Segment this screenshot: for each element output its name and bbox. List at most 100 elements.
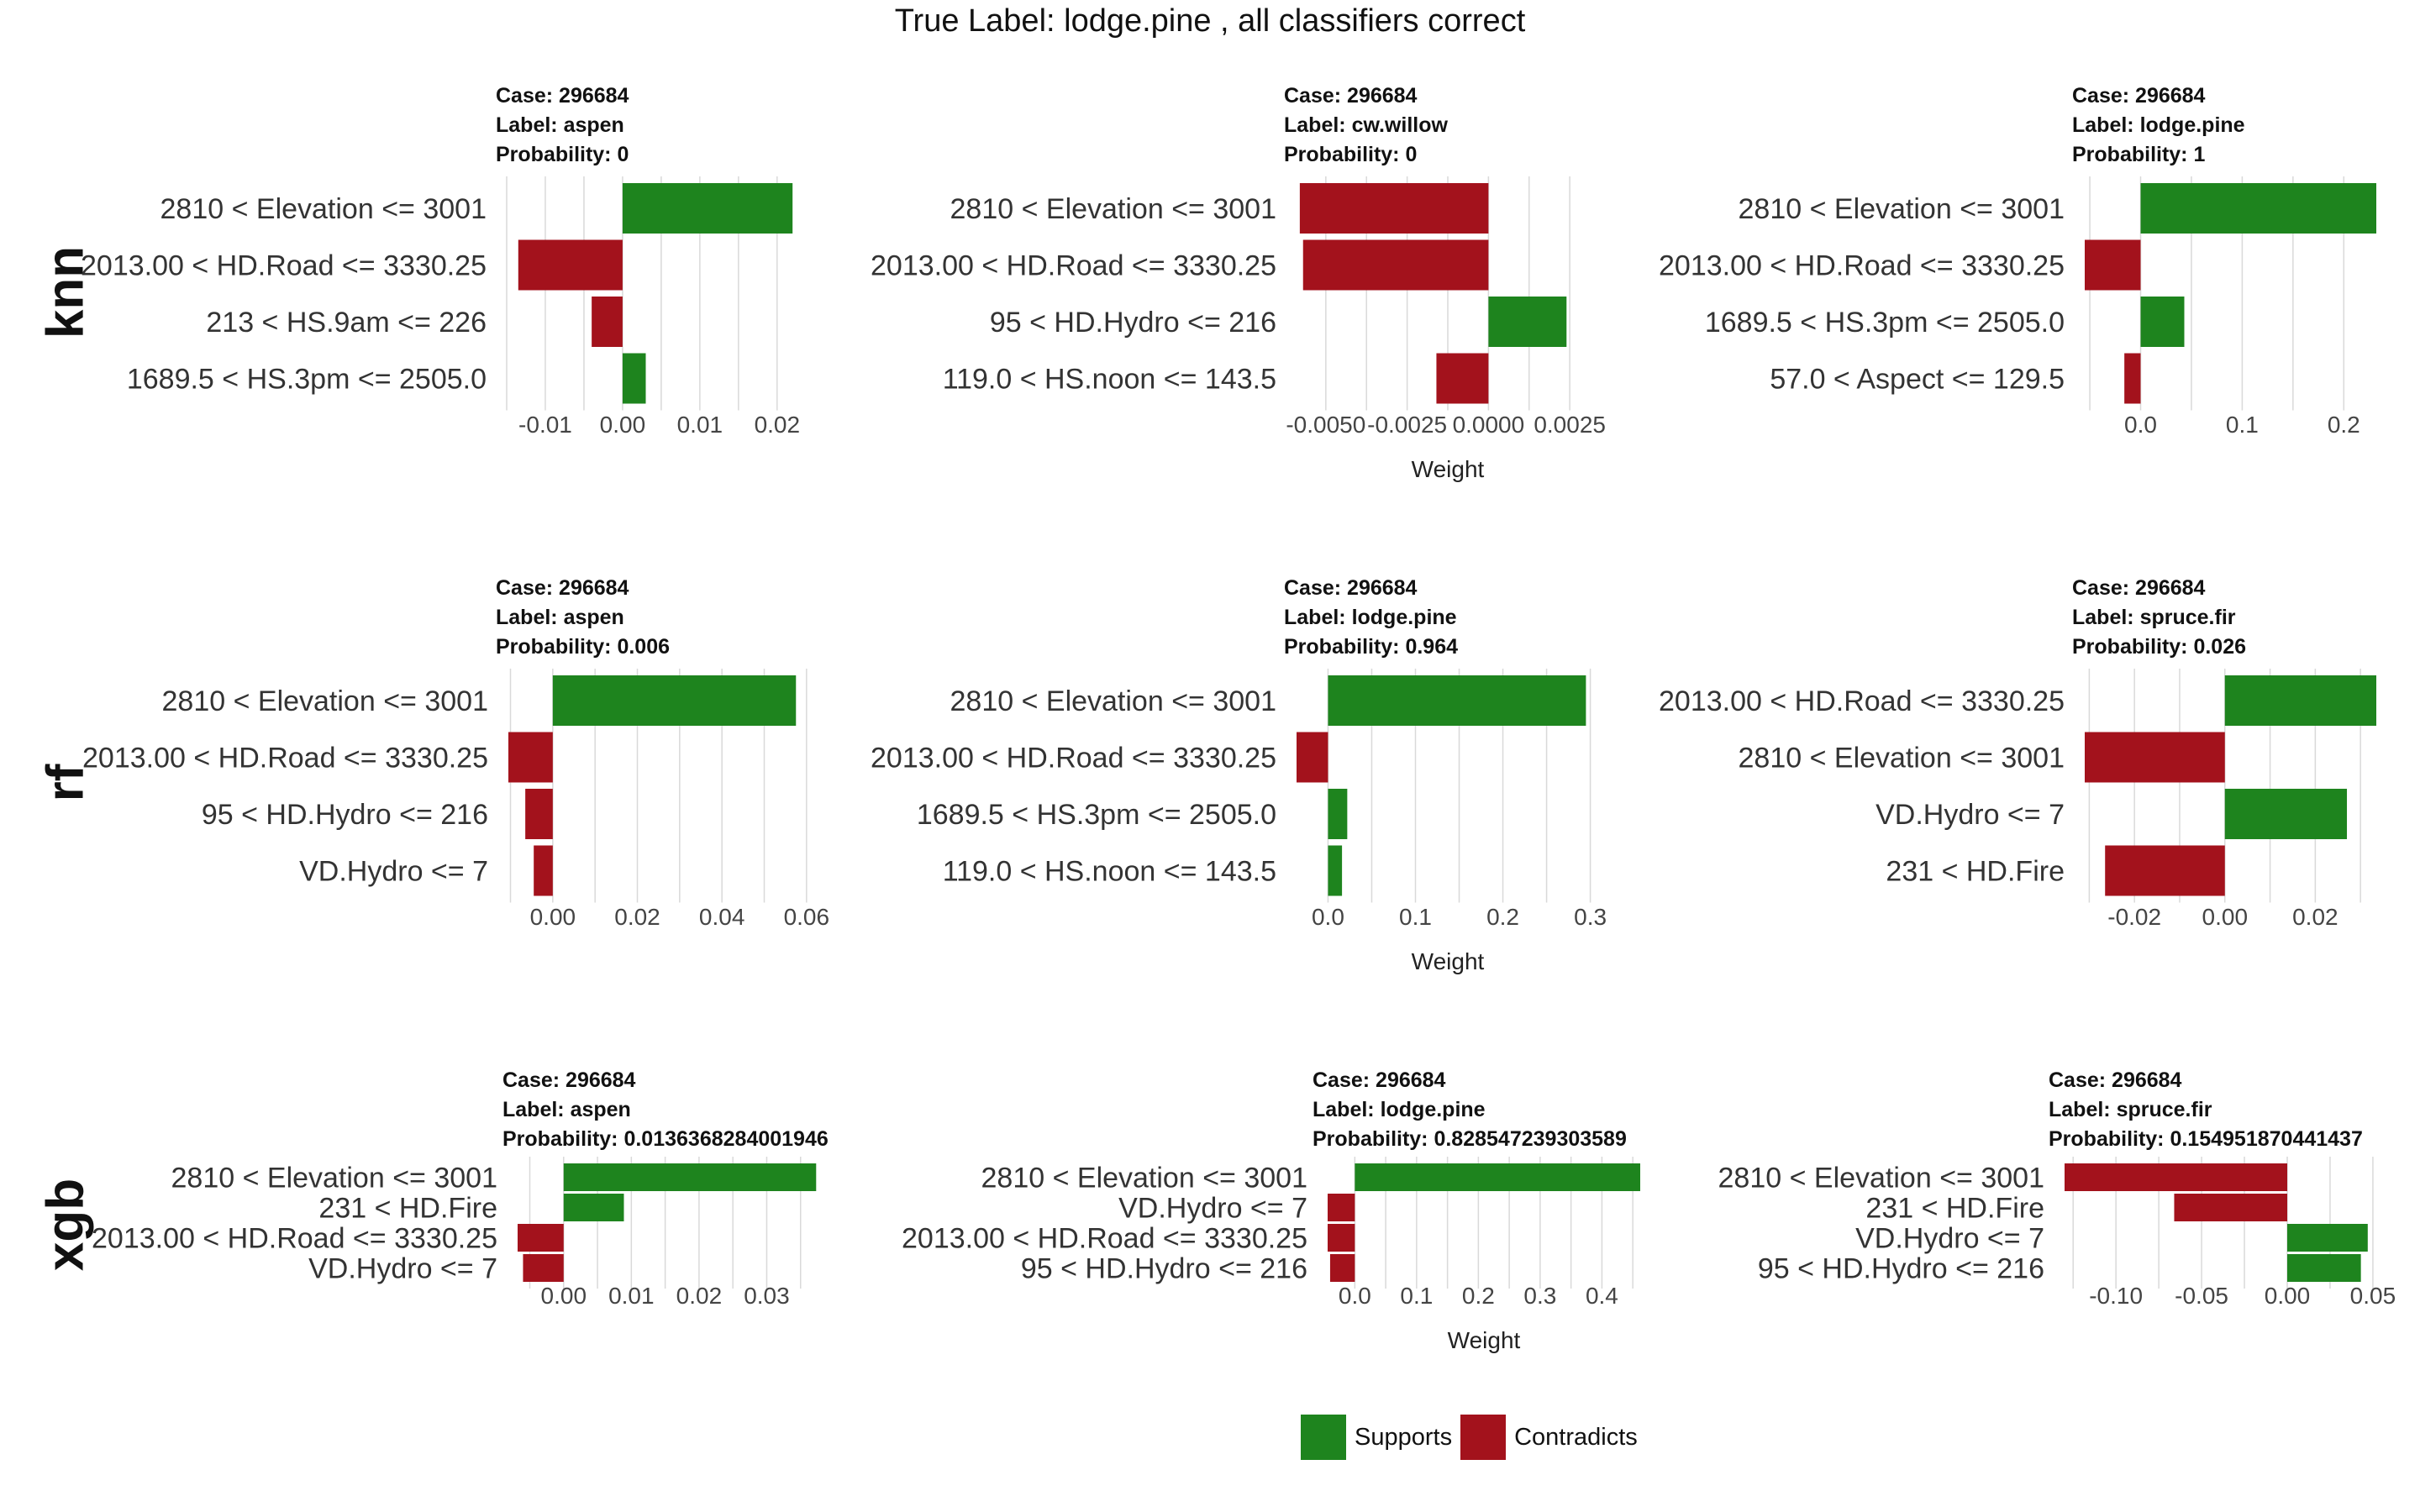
tick-label: 0.02 (676, 1283, 723, 1309)
bar (534, 845, 553, 896)
panel-class-label: Label: lodge.pine (2072, 113, 2245, 137)
panel-class-label: Label: cw.willow (1284, 113, 1448, 137)
tick-label: 0.02 (755, 412, 801, 438)
panel-case-label: Case: 296684 (502, 1068, 636, 1092)
panel-class-label: Label: lodge.pine (1284, 606, 1457, 629)
tick-label: -0.10 (2089, 1283, 2143, 1309)
feature-label: 119.0 < HS.noon <= 143.5 (943, 856, 1276, 888)
feature-label: 95 < HD.Hydro <= 216 (1758, 1253, 2044, 1285)
tick-label: -0.0025 (1367, 412, 1447, 438)
tick-label: 0.03 (744, 1283, 790, 1309)
panel-probability-label: Probability: 1 (2072, 143, 2205, 166)
panel-case-label: Case: 296684 (496, 84, 629, 108)
panel-class-label: Label: spruce.fir (2049, 1098, 2212, 1121)
panel-probability-label: Probability: 0.964 (1284, 635, 1458, 659)
panel-probability-label: Probability: 0 (1284, 143, 1417, 166)
feature-label: 231 < HD.Fire (1865, 1193, 2044, 1225)
panel-knn-1: Case: 296684 Label: cw.willow Probability:… (871, 84, 1606, 482)
feature-label: 95 < HD.Hydro <= 216 (990, 307, 1276, 339)
panel-xgb-1: Case: 296684 Label: lodge.pine Probability… (902, 1068, 1640, 1353)
panel-case-label: Case: 296684 (2072, 84, 2206, 108)
bar (2140, 297, 2185, 347)
panel-probability-label: Probability: 0.026 (2072, 635, 2246, 659)
legend-label-supports: Supports (1355, 1423, 1453, 1451)
feature-label: 2810 < Elevation <= 3001 (160, 193, 487, 225)
tick-label: 0.1 (1400, 1283, 1433, 1309)
tick-label: 0.0 (1339, 1283, 1371, 1309)
panel-case-label: Case: 296684 (1284, 576, 1418, 600)
feature-label: 2013.00 < HD.Road <= 3330.25 (1659, 685, 2065, 717)
bar (622, 353, 646, 404)
panel-probability-label: Probability: 0.006 (496, 635, 670, 659)
panel-case-label: Case: 296684 (1284, 84, 1418, 108)
bar (1328, 789, 1348, 839)
panel-class-label: Label: spruce.fir (2072, 606, 2236, 629)
tick-label: 0.06 (784, 904, 830, 930)
tick-label: 0.01 (608, 1283, 655, 1309)
bar (1329, 1254, 1355, 1282)
tick-label: 0.0025 (1534, 412, 1606, 438)
tick-label: 0.05 (2350, 1283, 2396, 1309)
bar (1299, 183, 1489, 234)
legend-swatch-contradicts (1460, 1415, 1507, 1460)
tick-label: -0.05 (2175, 1283, 2228, 1309)
feature-label: 95 < HD.Hydro <= 216 (1021, 1253, 1307, 1285)
tick-label: 0.00 (541, 1283, 587, 1309)
legend-swatch-supports (1301, 1415, 1346, 1460)
tick-label: 0.0000 (1453, 412, 1525, 438)
feature-label: VD.Hydro <= 7 (299, 856, 488, 888)
bar (622, 183, 793, 234)
panel-case-label: Case: 296684 (496, 576, 629, 600)
bar (2287, 1254, 2361, 1282)
tick-label: 0.3 (1523, 1283, 1556, 1309)
feature-label: 2013.00 < HD.Road <= 3330.25 (871, 743, 1276, 774)
tick-label: 0.02 (2292, 904, 2338, 930)
bar (1328, 1194, 1355, 1221)
bar (563, 1163, 817, 1191)
bar (2224, 789, 2348, 839)
bar (1488, 297, 1567, 347)
tick-label: 0.2 (2328, 412, 2360, 438)
feature-label: 2013.00 < HD.Road <= 3330.25 (1659, 250, 2065, 282)
tick-label: -0.01 (518, 412, 572, 438)
feature-label: 1689.5 < HS.3pm <= 2505.0 (1705, 307, 2065, 339)
bar (1328, 845, 1343, 896)
tick-label: 0.00 (2265, 1283, 2311, 1309)
feature-label: 1689.5 < HS.3pm <= 2505.0 (917, 799, 1276, 831)
feature-label: 1689.5 < HS.3pm <= 2505.0 (127, 364, 487, 396)
feature-label: 2013.00 < HD.Road <= 3330.25 (902, 1223, 1307, 1255)
legend-item-supports: Supports (1301, 1415, 1452, 1460)
bar (2140, 183, 2376, 234)
feature-label: 2013.00 < HD.Road <= 3330.25 (92, 1223, 497, 1255)
feature-label: 57.0 < Aspect <= 129.5 (1770, 364, 2065, 396)
feature-label: VD.Hydro <= 7 (1855, 1223, 2044, 1255)
chart-main-title: True Label: lodge.pine , all classifiers… (894, 3, 1526, 39)
bar (1355, 1163, 1640, 1191)
tick-label: 0.2 (1486, 904, 1519, 930)
tick-label: -0.0050 (1286, 412, 1365, 438)
feature-label: 231 < HD.Fire (318, 1193, 497, 1225)
x-axis-label: Weight (1412, 948, 1485, 974)
feature-label: 2810 < Elevation <= 3001 (1718, 1163, 2045, 1194)
tick-label: 0.1 (2226, 412, 2259, 438)
x-axis-label: Weight (1448, 1327, 1521, 1353)
bar (518, 239, 623, 291)
tick-label: 0.00 (2202, 904, 2249, 930)
panel-class-label: Label: aspen (502, 1098, 631, 1121)
bar (1436, 353, 1489, 404)
tick-label: 0.00 (600, 412, 646, 438)
panel-case-label: Case: 296684 (2072, 576, 2206, 600)
feature-label: 2810 < Elevation <= 3001 (950, 685, 1277, 717)
tick-label: 0.00 (530, 904, 576, 930)
feature-label: 2013.00 < HD.Road <= 3330.25 (871, 250, 1276, 282)
x-axis-label: Weight (1412, 456, 1485, 482)
feature-label: 2810 < Elevation <= 3001 (1739, 743, 2065, 774)
legend-item-contradicts: Contradicts (1460, 1415, 1638, 1460)
bar (592, 297, 623, 347)
tick-label: 0.3 (1574, 904, 1607, 930)
panel-knn-0: Case: 296684 Label: aspen Probability: 0 28… (81, 84, 800, 438)
feature-label: 2810 < Elevation <= 3001 (1739, 193, 2065, 225)
tick-label: -0.02 (2107, 904, 2161, 930)
bar (508, 732, 553, 783)
feature-label: 231 < HD.Fire (1886, 856, 2065, 888)
